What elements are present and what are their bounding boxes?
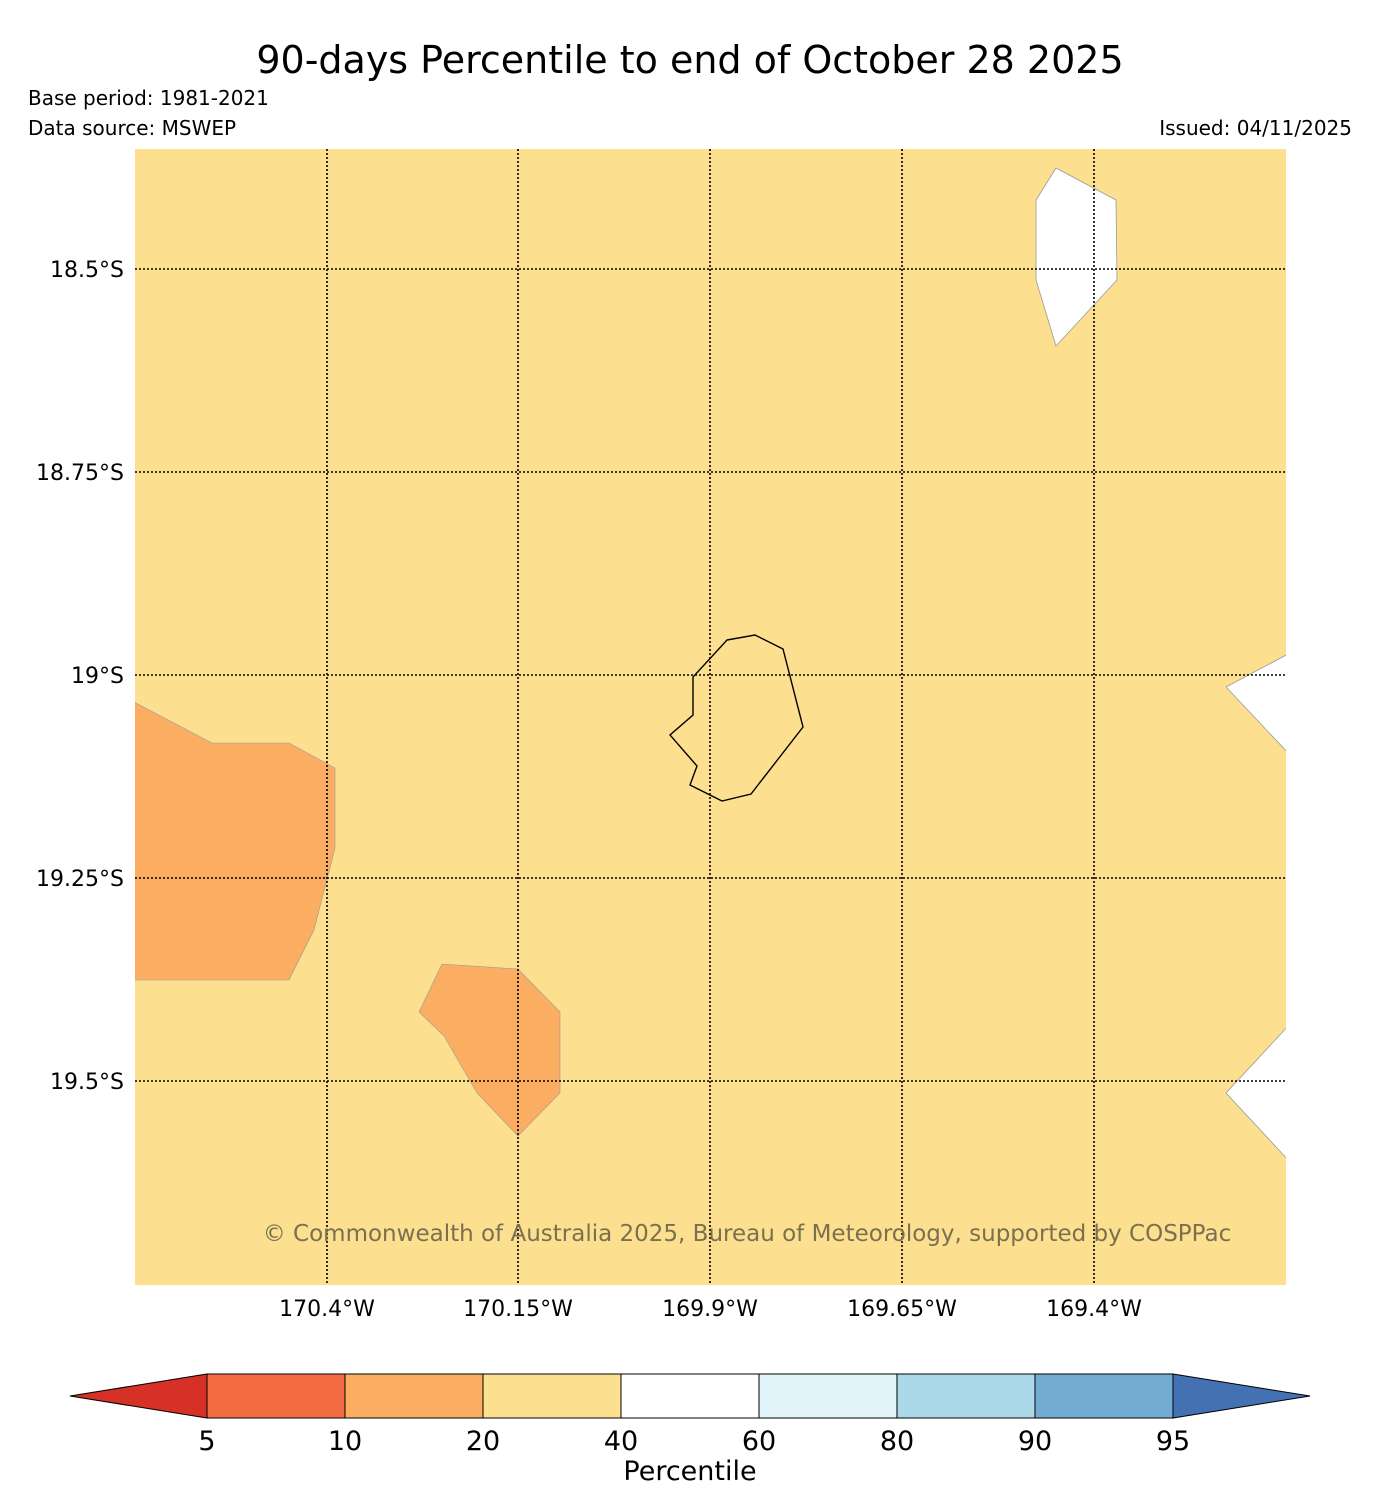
colorbar-segment-20-40 — [482, 1373, 622, 1419]
lat-label: 19.25°S — [36, 867, 124, 892]
colorbar-tick-label: 95 — [1156, 1426, 1190, 1457]
lon-label: 170.15°W — [463, 1297, 573, 1322]
colorbar-segment-over-95 — [1172, 1373, 1311, 1419]
chart-title: 90-days Percentile to end of October 28 … — [256, 38, 1124, 82]
colorbar-tick-label: 5 — [198, 1426, 215, 1457]
base-period-label: Base period: 1981-2021 — [28, 86, 269, 110]
percentile-10-20-region-west — [135, 702, 336, 981]
longitude-labels: 170.4°W 170.15°W 169.9°W 169.65°W 169.4°… — [279, 1297, 1142, 1322]
percentile-10-20-region-south — [418, 963, 561, 1137]
percentile-40-60-region-north — [1035, 167, 1118, 347]
lon-label: 169.9°W — [662, 1297, 758, 1322]
colorbar-segment-40-60 — [620, 1373, 760, 1419]
colorbar-tick-label: 90 — [1018, 1426, 1052, 1457]
percentile-40-60-region-southeast — [1225, 1027, 1286, 1159]
colorbar: 5 10 20 40 60 80 90 95 Percentile — [69, 1373, 1311, 1487]
colorbar-segment-10-20 — [344, 1373, 484, 1419]
map-plot-area: © Commonwealth of Australia 2025, Bureau… — [135, 149, 1286, 1285]
lat-label: 19.5°S — [50, 1070, 124, 1095]
gridlines — [135, 149, 1286, 1285]
data-source-label: Data source: MSWEP — [28, 116, 237, 140]
lat-label: 19°S — [71, 664, 124, 689]
lon-label: 170.4°W — [279, 1297, 375, 1322]
issued-date-label: Issued: 04/11/2025 — [1159, 116, 1352, 140]
island-coastline — [669, 634, 804, 802]
colorbar-tick-label: 10 — [328, 1426, 362, 1457]
copyright-notice: © Commonwealth of Australia 2025, Bureau… — [263, 1221, 1232, 1247]
colorbar-segment-60-80 — [758, 1373, 898, 1419]
colorbar-tick-label: 60 — [742, 1426, 776, 1457]
percentile-40-60-region-east — [1225, 654, 1286, 752]
colorbar-tick-label: 40 — [604, 1426, 638, 1457]
lon-label: 169.65°W — [847, 1297, 957, 1322]
colorbar-segment-under-5 — [69, 1373, 208, 1419]
colorbar-segment-90-95 — [1034, 1373, 1174, 1419]
lat-label: 18.75°S — [36, 461, 124, 486]
lat-label: 18.5°S — [50, 258, 124, 283]
latitude-labels: 18.5°S 18.75°S 19°S 19.25°S 19.5°S — [36, 258, 124, 1095]
colorbar-segment-80-90 — [896, 1373, 1036, 1419]
colorbar-tick-label: 80 — [880, 1426, 914, 1457]
lon-label: 169.4°W — [1046, 1297, 1142, 1322]
colorbar-tick-label: 20 — [466, 1426, 500, 1457]
colorbar-segment-5-10 — [206, 1373, 346, 1419]
colorbar-title: Percentile — [623, 1456, 756, 1487]
